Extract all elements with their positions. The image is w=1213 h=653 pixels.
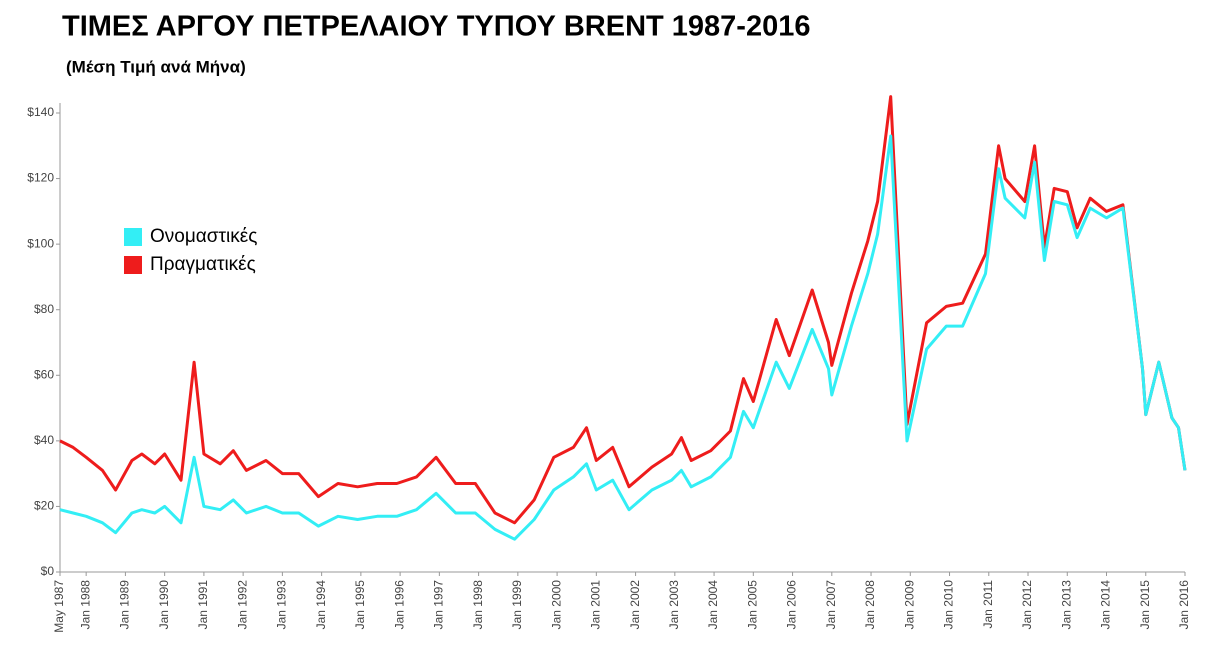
x-tick-label: May 1987 (52, 580, 66, 633)
x-tick-label: Jan 1988 (78, 580, 92, 630)
x-tick-label: Jan 2010 (942, 580, 956, 630)
x-tick-label: Jan 1991 (196, 580, 210, 630)
series-line (59, 95, 1187, 525)
x-tick-label: Jan 2009 (902, 580, 916, 630)
x-tick-label: Jan 1997 (432, 580, 446, 630)
y-tick-label: $80 (34, 302, 54, 316)
x-tick-label: Jan 1995 (353, 580, 367, 630)
x-tick-label: Jan 2001 (589, 580, 603, 630)
x-tick-label: Jan 1999 (510, 580, 524, 630)
x-tick-label: Jan 1993 (275, 580, 289, 630)
series-line (59, 134, 1187, 541)
x-tick-label: Jan 2013 (1059, 580, 1073, 630)
x-tick-label: Jan 1994 (314, 580, 328, 630)
x-tick-label: Jan 2014 (1099, 580, 1113, 630)
x-tick-label: Jan 2005 (745, 580, 759, 630)
x-tick-label: Jan 2012 (1020, 580, 1034, 630)
chart-title: ΤΙΜΕΣ ΑΡΓΟΥ ΠΕΤΡΕΛΑΙΟΥ ΤΥΠΟΥ BRENT 1987-… (62, 11, 810, 43)
y-tick-label: $120 (27, 171, 54, 185)
y-tick-label: $0 (41, 564, 55, 578)
y-tick-label: $40 (34, 433, 54, 447)
x-tick-label: Jan 2015 (1138, 580, 1152, 630)
x-tick-label: Jan 1990 (157, 580, 171, 630)
x-tick-label: Jan 2002 (628, 580, 642, 630)
x-tick-label: Jan 2003 (667, 580, 681, 630)
x-tick-label: Jan 1989 (118, 580, 132, 630)
legend-label: Ονομαστικές (150, 226, 257, 247)
x-tick-label: Jan 1996 (392, 580, 406, 630)
x-tick-label: Jan 1998 (471, 580, 485, 630)
y-tick-label: $140 (27, 105, 54, 119)
x-tick-label: Jan 1992 (235, 580, 249, 630)
x-tick-label: Jan 2011 (981, 580, 995, 629)
x-tick-label: Jan 2004 (706, 580, 720, 630)
x-tick-label: Jan 2016 (1177, 580, 1191, 630)
legend-swatch (124, 228, 142, 246)
legend-label: Πραγματικές (150, 254, 256, 275)
y-tick-label: $60 (34, 367, 54, 381)
x-tick-label: Jan 2006 (785, 580, 799, 630)
legend-swatch (124, 256, 142, 274)
x-tick-label: Jan 2008 (863, 580, 877, 630)
chart-subtitle: (Μέση Τιμή ανά Μήνα) (66, 57, 246, 76)
y-tick-label: $20 (34, 499, 54, 513)
y-tick-label: $100 (27, 236, 54, 250)
x-tick-label: Jan 2007 (824, 580, 838, 630)
x-tick-label: Jan 2000 (549, 580, 563, 630)
